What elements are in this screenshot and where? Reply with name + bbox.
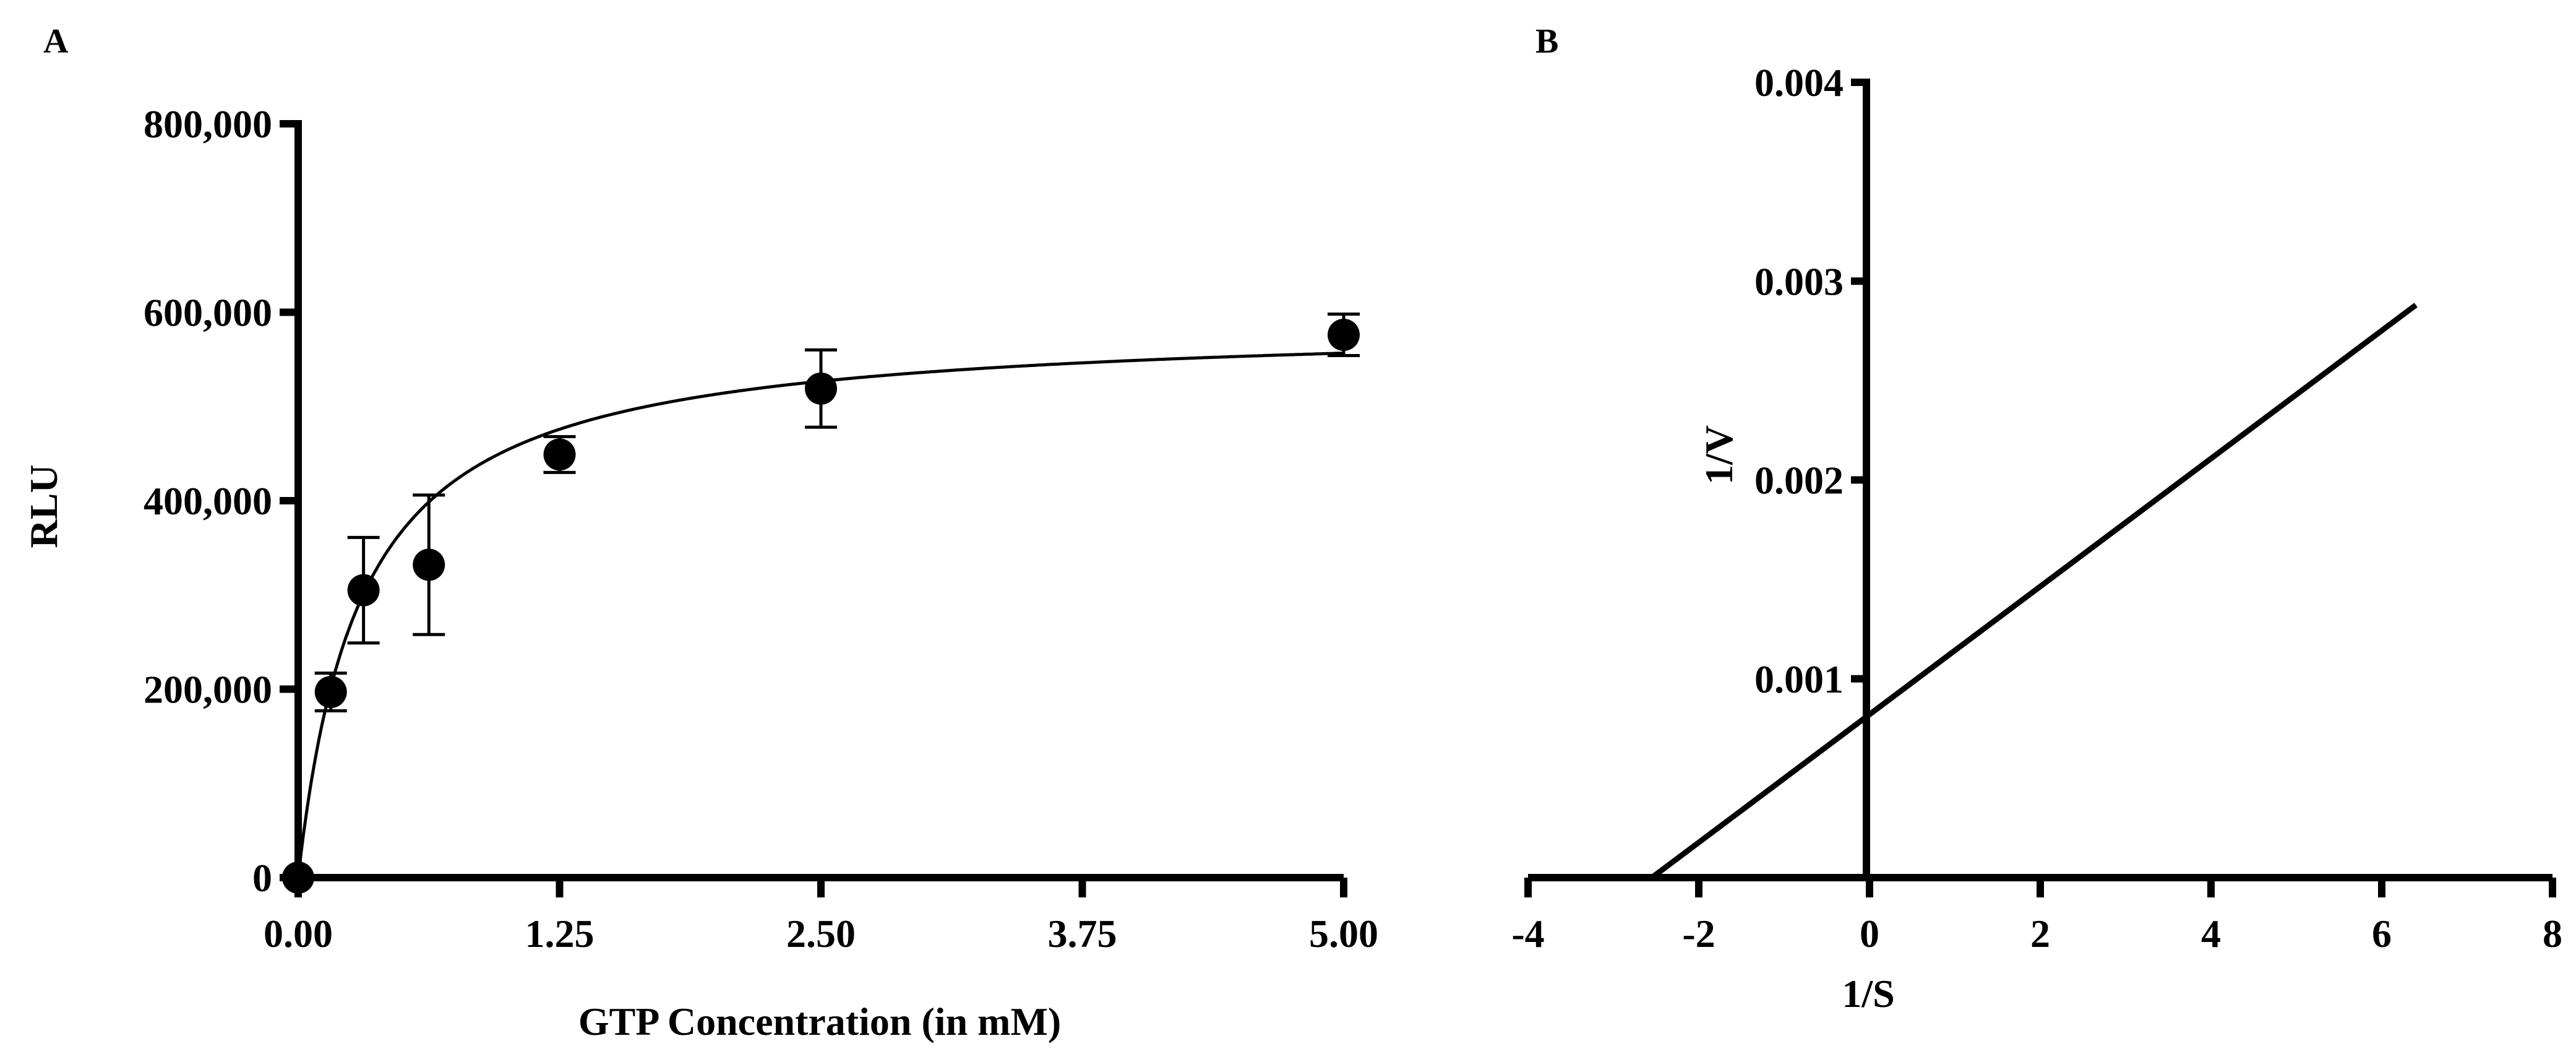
panel-a-y-tick-label: 600,000: [144, 291, 272, 335]
panel-a-fit-curve: [296, 352, 1344, 878]
panel-label-b: B: [1535, 22, 1558, 61]
panel-b-x-tick-label: -2: [1682, 912, 1715, 956]
panel-a-y-tick-label: 200,000: [144, 668, 272, 712]
panel-b-x-tick-label: -4: [1511, 912, 1544, 956]
panel-b-y-tick-label: 0.001: [1754, 657, 1844, 701]
panel-a-x-tick-label: 1.25: [525, 912, 595, 956]
panel-label-a: A: [43, 22, 69, 61]
panel-a-data-point: [805, 372, 837, 405]
panel-a-data-point: [1328, 319, 1360, 352]
panel-b-x-tick-label: 0: [1860, 912, 1879, 956]
panel-a-x-tick-label: 0.00: [264, 912, 333, 956]
panel-a-y-tick-label: 0: [252, 856, 272, 900]
panel-b-x-tick-label: 4: [2201, 912, 2221, 956]
panel-b-regression-line: [1650, 303, 2418, 880]
panel-a-data-point: [543, 438, 576, 471]
panel-b-x-tick-label: 6: [2372, 912, 2392, 956]
panel-a-y-tick-label: 800,000: [144, 102, 272, 146]
panel-a-chart: 0 200,000 400,000 600,000 800,000 0.00 1.25 2.…: [22, 102, 1378, 1043]
panel-a-y-axis-title: RLU: [22, 464, 66, 548]
panel-a-data-point: [413, 548, 445, 581]
panel-a-x-tick-label: 3.75: [1048, 912, 1117, 956]
panel-b-y-tick-label: 0.004: [1754, 61, 1844, 105]
panel-a-data-point: [282, 862, 314, 894]
panel-b-y-tick-label: 0.002: [1754, 459, 1844, 503]
panel-a-x-tick-label: 2.50: [786, 912, 856, 956]
panel-a-data-point: [314, 676, 347, 709]
panel-b-y-axis-title: 1/V: [1697, 425, 1741, 485]
panel-b-x-tick-label: 8: [2543, 912, 2562, 956]
panel-a-y-tick-label: 400,000: [144, 479, 272, 523]
panel-b-chart: 0.001 0.002 0.003 0.004 -4 -2 0 2 4 6 8 1/S 1/V: [1511, 61, 2562, 1016]
panel-a-data-point: [347, 574, 380, 607]
panel-b-x-tick-label: 2: [2030, 912, 2050, 956]
panel-b-x-axis-title: 1/S: [1842, 972, 1894, 1016]
panel-a-x-axis-title: GTP Concentration (in mM): [578, 1000, 1061, 1043]
panel-a-x-tick-label: 5.00: [1309, 912, 1378, 956]
panel-b-y-tick-label: 0.003: [1754, 259, 1844, 303]
